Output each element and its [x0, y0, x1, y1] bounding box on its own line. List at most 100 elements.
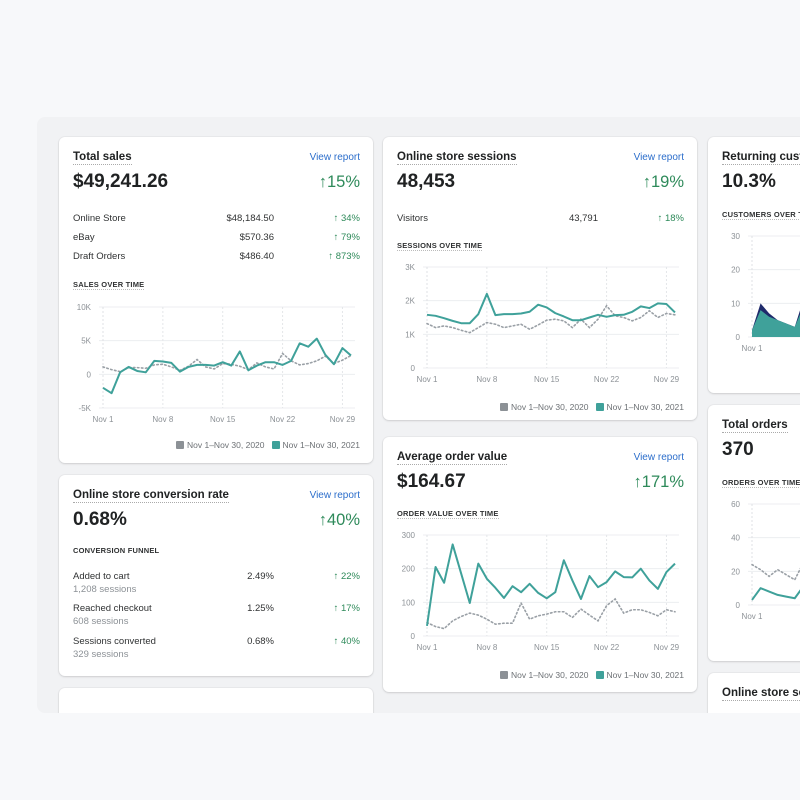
aov-value: $164.67 — [397, 471, 466, 492]
section-title: CUSTOMERS OVER TIME — [722, 210, 800, 220]
sessions-card: Online store sessions View report 48,453… — [383, 137, 697, 420]
x-tick-label: Nov 22 — [594, 643, 620, 652]
series-line-2021 — [751, 587, 800, 601]
row-delta: ↑ 34% — [333, 213, 360, 224]
chart-legend: Nov 1–Nov 30, 2020 Nov 1–Nov 30, 2021 — [500, 670, 684, 680]
next-card — [59, 688, 373, 713]
row-label: Visitors — [397, 213, 428, 224]
sessions-chart: 0 1K 2K 3K Nov 1 Nov 8 Nov 15 Nov 22 Nov 29 — [405, 263, 680, 384]
series-line-2020 — [751, 563, 800, 581]
chart-legend: Nov 1–Nov 30, 2020 Nov 1–Nov 30, 2021 — [500, 402, 684, 412]
view-report-link[interactable]: View report — [633, 452, 684, 463]
sales-chart: -5K 0 5K 10K Nov 1 Nov 8 Nov 15 Nov 22 Nov 29 — [77, 303, 356, 424]
section-title: SESSIONS OVER TIME — [397, 241, 483, 251]
legend-prev: Nov 1–Nov 30, 2020 — [500, 670, 589, 680]
breakdown-row: Online Store $48,184.50 ↑ 34% — [73, 213, 360, 227]
area-series — [752, 310, 800, 337]
view-report-link[interactable]: View report — [309, 490, 360, 501]
delta-badge: ↑19% — [642, 173, 684, 191]
series-line-2020 — [102, 352, 352, 373]
section-title: ORDER VALUE OVER TIME — [397, 509, 499, 519]
y-tick-label: 20 — [731, 266, 740, 275]
chart-legend: Nov 1–Nov 30, 2020 Nov 1–Nov 30, 2021 — [176, 440, 360, 450]
card-title[interactable]: Returning customer rate — [722, 151, 800, 165]
y-tick-label: 1K — [405, 330, 415, 339]
delta-badge: ↑171% — [633, 473, 684, 491]
series-line-2021 — [426, 543, 676, 627]
row-value: 1.25% — [247, 603, 274, 614]
y-tick-label: 0 — [411, 364, 416, 373]
series-line-2020 — [426, 597, 676, 630]
x-tick-label: Nov 8 — [152, 415, 173, 424]
y-tick-label: 10K — [77, 303, 92, 312]
dashboard-panel: Total sales View report $49,241.26 ↑15% … — [37, 117, 800, 713]
row-label: Sessions converted — [73, 636, 156, 647]
row-value: $48,184.50 — [226, 213, 274, 224]
funnel-row: Added to cart 1,208 sessions 2.49% ↑ 22% — [73, 571, 360, 595]
legend-cur: Nov 1–Nov 30, 2021 — [595, 402, 684, 412]
y-tick-label: 0 — [736, 601, 741, 610]
view-report-link[interactable]: View report — [309, 152, 360, 163]
row-label: Reached checkout — [73, 603, 152, 614]
row-label: Added to cart — [73, 571, 130, 582]
x-tick-label: Nov 8 — [476, 643, 497, 652]
section-title: ORDERS OVER TIME — [722, 478, 800, 488]
sessions-value: 48,453 — [397, 171, 456, 192]
aov-chart: 0 100 200 300 Nov 1 Nov 8 Nov 15 Nov 22 Nov 29 — [402, 531, 680, 652]
x-tick-label: Nov 22 — [270, 415, 296, 424]
y-tick-label: 30 — [731, 232, 740, 241]
section-title: SALES OVER TIME — [73, 280, 145, 290]
row-delta: ↑ 17% — [333, 603, 360, 614]
total-sales-card: Total sales View report $49,241.26 ↑15% … — [59, 137, 373, 463]
orders-value: 370 — [722, 439, 754, 460]
x-tick-label: Nov 1 — [93, 415, 114, 424]
aov-card: Average order value View report $164.67 … — [383, 437, 697, 692]
delta-badge: ↑15% — [318, 173, 360, 191]
y-tick-label: 2K — [405, 297, 415, 306]
y-tick-label: -5K — [79, 404, 92, 413]
card-title[interactable]: Online store sessions — [397, 151, 517, 165]
card-title[interactable]: Total sales — [73, 151, 132, 165]
breakdown-row: eBay $570.36 ↑ 79% — [73, 232, 360, 246]
y-tick-label: 0 — [736, 333, 741, 342]
row-delta: ↑ 873% — [328, 251, 360, 262]
conversion-value: 0.68% — [73, 509, 127, 530]
y-tick-label: 40 — [731, 534, 740, 543]
y-tick-label: 10 — [731, 299, 740, 308]
card-title[interactable]: Online store sessions — [722, 687, 800, 701]
total-sales-value: $49,241.26 — [73, 171, 169, 192]
x-tick-label: Nov 1 — [417, 375, 438, 384]
view-report-link[interactable]: View report — [633, 152, 684, 163]
x-tick-label: Nov 29 — [654, 375, 680, 384]
online-sessions-card-2: Online store sessions — [708, 673, 800, 713]
card-title[interactable]: Total orders — [722, 419, 788, 433]
y-tick-label: 60 — [731, 500, 740, 509]
row-delta: ↑ 79% — [333, 232, 360, 243]
row-sub: 329 sessions — [73, 649, 129, 660]
x-tick-label: Nov 15 — [534, 375, 560, 384]
breakdown-row: Visitors 43,791 ↑ 18% — [397, 213, 684, 227]
card-title[interactable]: Online store conversion rate — [73, 489, 229, 503]
x-tick-label: Nov 29 — [330, 415, 356, 424]
legend-cur: Nov 1–Nov 30, 2021 — [271, 440, 360, 450]
x-tick-label: Nov 1 — [742, 612, 763, 621]
y-tick-label: 300 — [402, 531, 416, 540]
x-tick-label: Nov 8 — [476, 375, 497, 384]
x-tick-label: Nov 29 — [654, 643, 680, 652]
row-sub: 1,208 sessions — [73, 584, 137, 595]
legend-cur: Nov 1–Nov 30, 2021 — [595, 670, 684, 680]
y-tick-label: 0 — [411, 632, 416, 641]
row-label: Online Store — [73, 213, 126, 224]
funnel-row: Reached checkout 608 sessions 1.25% ↑ 17% — [73, 603, 360, 627]
delta-badge: ↑40% — [318, 511, 360, 529]
returning-card: Returning customer rate 10.3% CUSTOMERS … — [708, 137, 800, 393]
row-label: eBay — [73, 232, 95, 243]
row-value: $486.40 — [239, 251, 274, 262]
row-value: 2.49% — [247, 571, 274, 582]
row-sub: 608 sessions — [73, 616, 129, 627]
row-delta: ↑ 22% — [333, 571, 360, 582]
row-delta: ↑ 18% — [657, 213, 684, 224]
card-title[interactable]: Average order value — [397, 451, 508, 465]
